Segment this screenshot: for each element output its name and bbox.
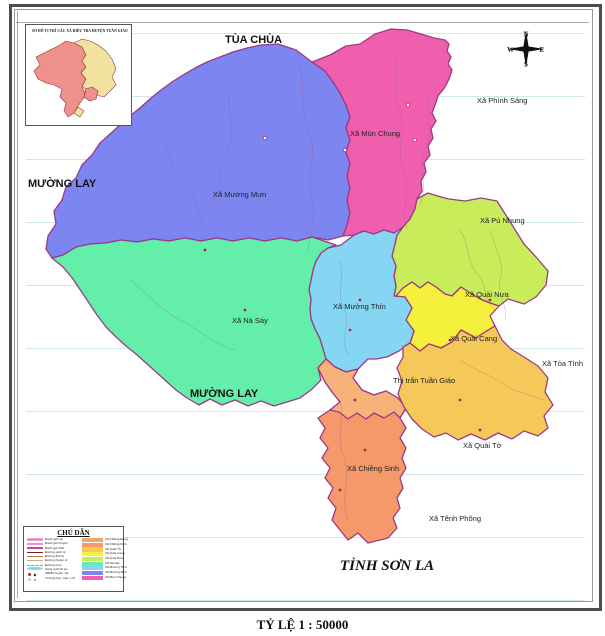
svg-text:N: N bbox=[523, 30, 528, 38]
svg-text:S: S bbox=[524, 61, 528, 69]
svg-text:E: E bbox=[540, 46, 545, 54]
svg-text:W: W bbox=[507, 46, 514, 54]
